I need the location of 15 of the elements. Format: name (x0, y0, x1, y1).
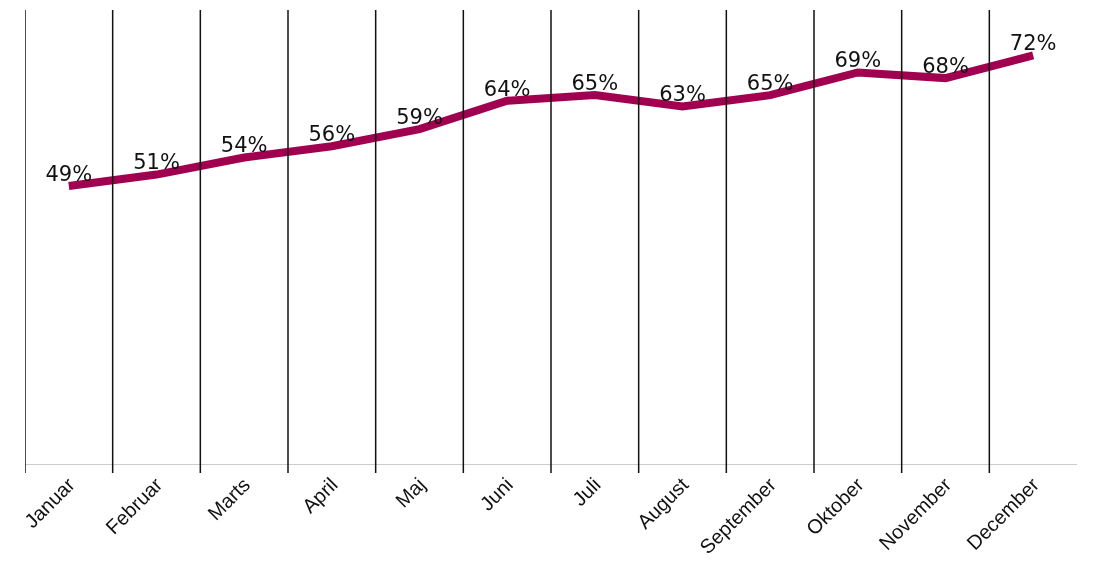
data-label: 72% (1009, 31, 1057, 56)
x-tick-label: Juni (475, 473, 518, 515)
data-label: 69% (834, 48, 882, 73)
data-label: 65% (746, 70, 794, 95)
data-label: 51% (133, 150, 180, 175)
data-label: 64% (483, 76, 531, 101)
data-label: 68% (922, 53, 969, 78)
data-label: 59% (396, 104, 443, 129)
data-label: 54% (220, 133, 268, 158)
data-label: 63% (659, 82, 706, 107)
x-tick-label: Juli (567, 473, 605, 511)
x-tick-label: Maj (391, 473, 430, 512)
data-label: 56% (308, 121, 356, 146)
data-label: 49% (45, 161, 93, 186)
data-label: 65% (571, 70, 619, 95)
